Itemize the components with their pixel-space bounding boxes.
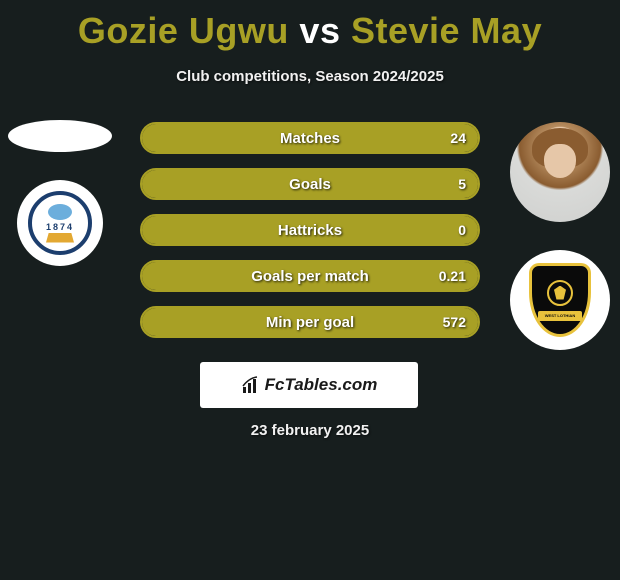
crest-ship-icon: [46, 233, 74, 243]
stat-bar-row: Matches24: [140, 122, 480, 154]
player1-avatar-placeholder: [8, 120, 112, 152]
stat-label: Goals per match: [142, 262, 478, 290]
stat-value-right: 0.21: [439, 262, 466, 290]
stat-label: Hattricks: [142, 216, 478, 244]
title-player1: Gozie Ugwu: [78, 10, 289, 51]
crest-lion-icon: [547, 280, 573, 306]
title-player2: Stevie May: [351, 10, 542, 51]
stat-label: Matches: [142, 124, 478, 152]
crest-banner: WEST LOTHIAN: [538, 311, 582, 321]
date-text: 23 february 2025: [0, 422, 620, 439]
crest-year: 1874: [46, 222, 74, 232]
player2-club-crest: WEST LOTHIAN: [510, 250, 610, 350]
footer-brand-text: FcTables.com: [265, 375, 378, 395]
stat-bar-row: Hattricks0: [140, 214, 480, 246]
stat-label: Min per goal: [142, 308, 478, 336]
stat-value-right: 5: [458, 170, 466, 198]
stat-bars: Matches24 Goals5 Hattricks0 Goals per match…: [140, 122, 480, 338]
player2-avatar: [510, 122, 610, 222]
subtitle: Club competitions, Season 2024/2025: [0, 68, 620, 85]
footer-brand-box: FcTables.com: [200, 362, 418, 408]
player2-column: WEST LOTHIAN: [500, 122, 620, 350]
stat-bar-row: Goals per match0.21: [140, 260, 480, 292]
stat-value-right: 0: [458, 216, 466, 244]
stat-label: Goals: [142, 170, 478, 198]
page-title: Gozie Ugwu vs Stevie May: [0, 0, 620, 52]
stat-bar-row: Min per goal572: [140, 306, 480, 338]
stat-bar-row: Goals5: [140, 168, 480, 200]
player1-column: 1874: [8, 120, 112, 266]
stat-value-right: 572: [443, 308, 466, 336]
brand-chart-icon: [241, 375, 261, 395]
title-vs: vs: [299, 10, 340, 51]
stat-value-right: 24: [450, 124, 466, 152]
crest-ball-icon: [48, 204, 72, 220]
crest-banner-text: WEST LOTHIAN: [538, 311, 582, 321]
player1-club-crest: 1874: [17, 180, 103, 266]
